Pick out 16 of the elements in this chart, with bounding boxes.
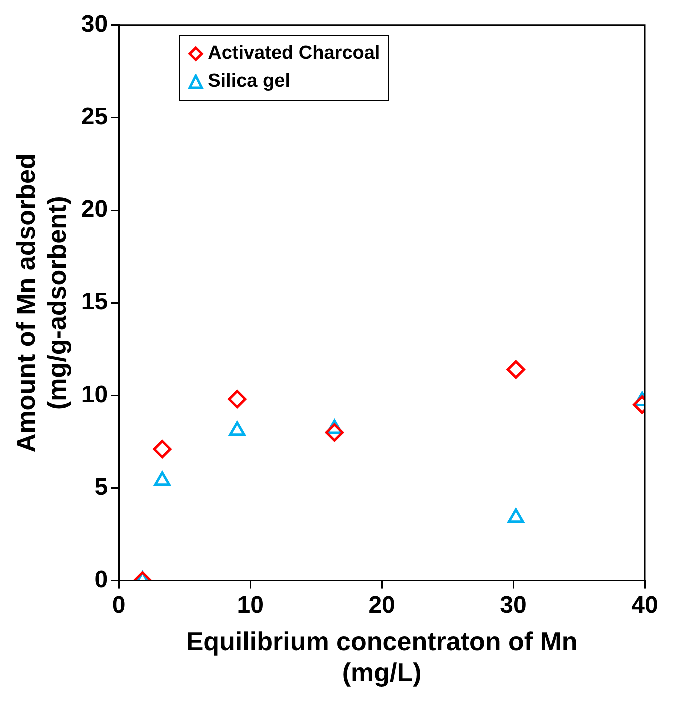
x-axis-title: Equilibrium concentraton of Mn (mg/L) xyxy=(186,626,578,688)
y-axis-title: Amount of Mn adsorbed (mg/g-adsorbent) xyxy=(10,154,72,453)
x-tick-label: 0 xyxy=(112,592,126,619)
y-tick-label: 25 xyxy=(81,104,108,131)
y-tick-label: 30 xyxy=(81,11,108,38)
x-tick-label: 30 xyxy=(500,592,527,619)
y-tick-label: 10 xyxy=(81,381,108,408)
y-tick-label: 20 xyxy=(81,196,108,224)
y-tick-label: 15 xyxy=(81,288,108,316)
x-tick-label: 20 xyxy=(368,592,396,619)
y-tick-label: 0 xyxy=(94,566,108,594)
x-tick-label: 40 xyxy=(632,592,658,619)
y-tick-label: 5 xyxy=(94,474,108,501)
legend-label: Silica gel xyxy=(208,70,290,94)
legend-label: Activated Charcoal xyxy=(208,42,380,66)
x-tick-label: 10 xyxy=(237,592,264,619)
